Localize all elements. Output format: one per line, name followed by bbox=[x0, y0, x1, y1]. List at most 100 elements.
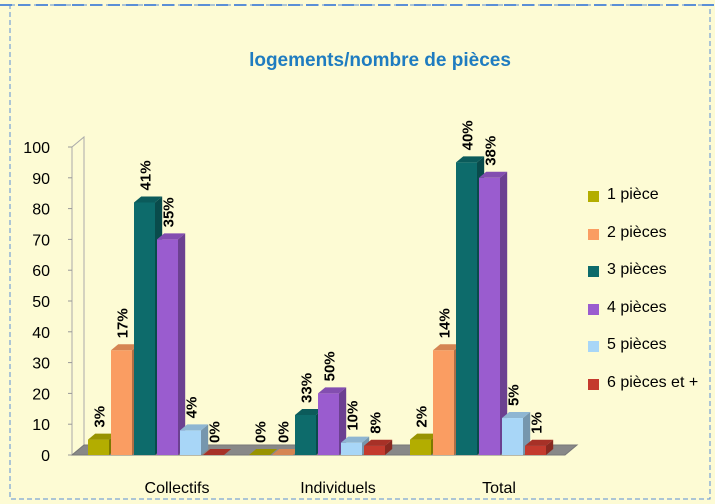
value-label: 14% bbox=[437, 308, 454, 338]
x-tick-label: Collectifs bbox=[145, 480, 210, 497]
bar bbox=[525, 439, 554, 455]
bar-top bbox=[479, 171, 508, 178]
bar-top bbox=[272, 449, 301, 455]
bar-front bbox=[456, 162, 477, 455]
legend-item: 2 pièces bbox=[588, 224, 708, 262]
value-label: 35% bbox=[161, 197, 178, 227]
bar-top bbox=[456, 156, 485, 163]
value-label: 17% bbox=[115, 308, 132, 338]
y-tick-label: 20 bbox=[32, 386, 50, 403]
bar-top bbox=[134, 196, 163, 203]
legend-label: 4 pièces bbox=[607, 298, 667, 316]
back-wall bbox=[71, 135, 85, 457]
frame-border bbox=[9, 4, 711, 500]
y-tick-label: 30 bbox=[32, 356, 50, 373]
y-tick-label: 60 bbox=[32, 263, 50, 280]
bar bbox=[364, 439, 393, 455]
legend-item: 4 pièces bbox=[588, 299, 708, 337]
value-label: 41% bbox=[138, 160, 155, 190]
legend-swatch bbox=[588, 191, 599, 202]
bar-front bbox=[111, 350, 132, 455]
bar-side bbox=[201, 424, 209, 455]
bar-top bbox=[180, 424, 209, 431]
value-label: 10% bbox=[345, 401, 362, 431]
legend-item: 6 pièces et + bbox=[588, 374, 708, 412]
bar-top bbox=[364, 439, 393, 446]
value-label: 38% bbox=[483, 136, 500, 166]
bar-top bbox=[525, 439, 554, 446]
bar-side bbox=[500, 171, 508, 456]
value-label: 3% bbox=[92, 406, 109, 428]
bar bbox=[318, 387, 347, 455]
y-tick-label: 40 bbox=[32, 325, 50, 342]
y-tick-label: 0 bbox=[41, 448, 50, 465]
bar-top bbox=[249, 449, 278, 455]
value-label: 0% bbox=[253, 421, 270, 443]
legend-label: 2 pièces bbox=[607, 223, 667, 241]
legend-item: 1 pièce bbox=[588, 186, 708, 224]
bar-front bbox=[525, 445, 546, 455]
value-label: 50% bbox=[322, 351, 339, 381]
bar-front bbox=[364, 445, 385, 455]
value-label: 0% bbox=[276, 421, 293, 443]
chart-title: logements/nombre de pièces bbox=[249, 50, 511, 71]
bar-side bbox=[178, 233, 186, 455]
legend-swatch bbox=[588, 228, 599, 240]
bar-top bbox=[410, 433, 439, 440]
bar-top bbox=[502, 412, 531, 419]
bar bbox=[203, 449, 232, 455]
value-label: 5% bbox=[506, 384, 523, 406]
value-label: 4% bbox=[184, 397, 201, 419]
legend: 1 pièce 2 pièces 3 pièces 4 pièces 5 pièces 6… bbox=[588, 186, 708, 411]
legend-swatch bbox=[588, 378, 599, 390]
y-tick-label: 100 bbox=[23, 140, 50, 157]
bar-front bbox=[502, 418, 523, 455]
plot: 0 10 20 30 40 50 60 70 80 90 100 Collectifs Individu… bbox=[23, 120, 579, 497]
y-tick-label: 70 bbox=[32, 232, 50, 249]
bar bbox=[479, 171, 508, 456]
value-label: 2% bbox=[414, 406, 431, 428]
legend-label: 5 pièces bbox=[607, 336, 667, 353]
y-tick-label: 90 bbox=[32, 171, 50, 188]
legend-label: 6 pièces et + bbox=[607, 373, 699, 391]
bar bbox=[272, 449, 301, 455]
bar-front bbox=[88, 439, 109, 455]
legend-label: 1 pièce bbox=[607, 186, 659, 203]
y-tick-label: 10 bbox=[32, 417, 50, 434]
bar-top bbox=[341, 436, 370, 443]
bar-side bbox=[385, 439, 393, 455]
value-label: 8% bbox=[368, 412, 385, 434]
bar bbox=[249, 449, 278, 455]
y-tick-label: 50 bbox=[32, 294, 50, 311]
bar-front bbox=[410, 439, 431, 455]
bar-top bbox=[203, 449, 232, 455]
bar-top bbox=[318, 387, 347, 394]
bar-front bbox=[134, 202, 155, 455]
legend-label: 3 pièces bbox=[607, 261, 667, 278]
legend-swatch bbox=[588, 341, 599, 352]
x-tick-label: Individuels bbox=[300, 480, 376, 497]
bar-front bbox=[479, 177, 500, 456]
bar-side bbox=[546, 439, 554, 455]
value-label: 40% bbox=[460, 120, 477, 150]
bar-top bbox=[433, 344, 462, 351]
y-tick-label: 80 bbox=[32, 202, 50, 219]
legend-item: 5 pièces bbox=[588, 336, 708, 374]
value-label: 33% bbox=[299, 373, 316, 403]
x-tick-label: Total bbox=[482, 480, 516, 497]
bar-top bbox=[295, 408, 324, 415]
value-label: 0% bbox=[207, 421, 224, 443]
bar-front bbox=[433, 350, 454, 455]
bar-top bbox=[157, 233, 186, 240]
bar-top bbox=[111, 344, 140, 351]
value-label: 1% bbox=[529, 412, 546, 434]
bar-front bbox=[157, 239, 178, 455]
bar-front bbox=[318, 393, 339, 455]
bar bbox=[180, 424, 209, 455]
bar-top bbox=[88, 433, 117, 440]
bar-side bbox=[339, 387, 347, 455]
legend-item: 3 pièces bbox=[588, 261, 708, 299]
legend-swatch bbox=[588, 266, 599, 277]
